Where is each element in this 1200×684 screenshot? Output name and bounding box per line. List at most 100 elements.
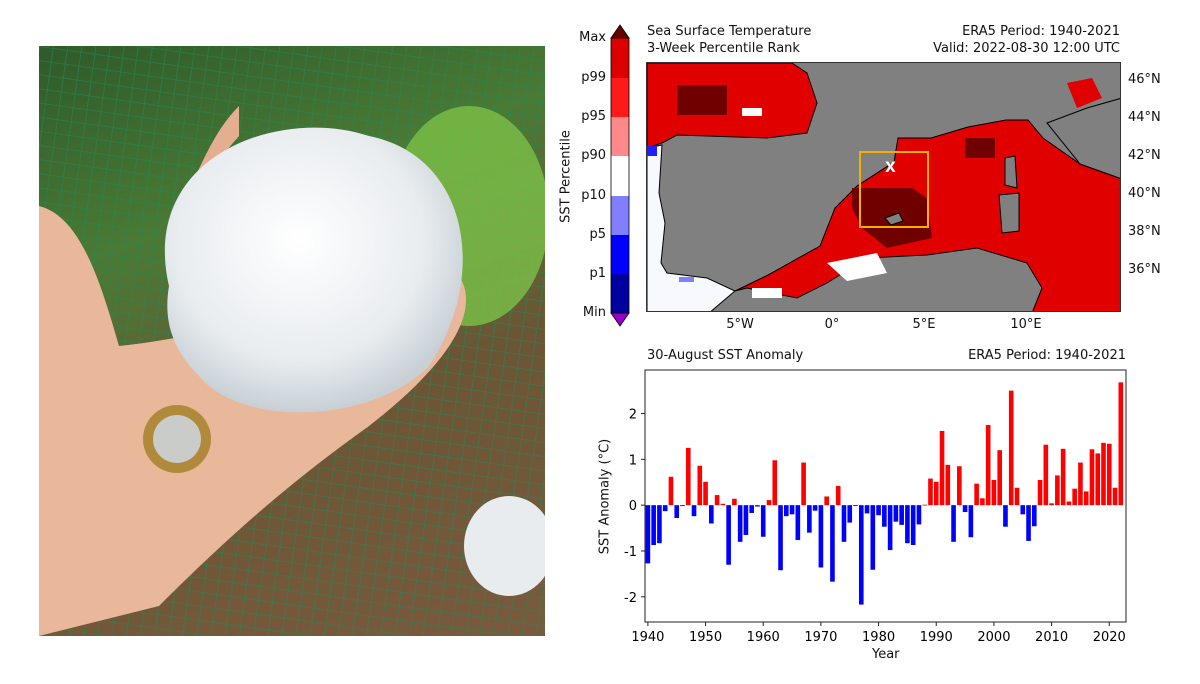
bar-2000: [991, 479, 997, 506]
bar-2022: [1118, 382, 1124, 506]
bar-1980: [876, 505, 881, 516]
bar-1958: [749, 505, 755, 513]
hailstone-photo: [39, 46, 545, 636]
bar-1961: [766, 500, 772, 506]
bar-1963: [778, 505, 783, 571]
bar-1943: [662, 505, 668, 512]
bar-1972: [830, 505, 835, 582]
map-valid-time: Valid: 2022-08-30 12:00 UTC: [933, 41, 1120, 56]
sardinia: [998, 192, 1020, 234]
bar-1940: [645, 505, 651, 564]
bar-1975: [847, 505, 853, 523]
bar-1986: [910, 505, 916, 546]
colorbar-tick-label: p99: [581, 70, 606, 85]
colorbar-tick-label: p95: [581, 109, 606, 124]
bar-2001: [997, 450, 1003, 506]
balearic-islands: [884, 212, 904, 226]
bar-1967: [801, 462, 806, 506]
bar-1941: [651, 505, 656, 546]
bar-1987: [916, 505, 922, 525]
bar-1946: [680, 505, 685, 507]
bar-2004: [1014, 487, 1020, 506]
bar-2020: [1106, 443, 1112, 506]
bar-1970: [818, 505, 824, 568]
bar-1997: [974, 483, 979, 506]
bar-1957: [743, 505, 749, 535]
bar-1949: [697, 465, 703, 506]
lat-tick-label: 36°N: [1128, 262, 1161, 277]
bar-1948: [691, 505, 697, 517]
x-tick-label: 1970: [804, 630, 837, 645]
x-tick-label: 1990: [920, 630, 953, 645]
bar-1971: [824, 496, 829, 506]
bar-2021: [1112, 487, 1118, 506]
bar-2008: [1037, 479, 1043, 506]
bar-1999: [985, 424, 991, 506]
plot-frame: [644, 369, 1127, 623]
x-tick-label: 2020: [1093, 630, 1126, 645]
x-tick-label: 1960: [747, 630, 780, 645]
lon-tick-label: 5°E: [912, 317, 936, 332]
bar-1995: [962, 505, 968, 513]
bar-1996: [968, 505, 974, 538]
italy: [1046, 98, 1120, 179]
bar-1956: [737, 505, 743, 542]
x-tick-label: 1980: [862, 630, 895, 645]
map-title-line1: Sea Surface Temperature: [647, 24, 812, 39]
bar-2019: [1101, 442, 1106, 506]
bar-1993: [951, 505, 956, 542]
bay-of-biscay: [647, 63, 818, 149]
bar-1966: [795, 505, 801, 540]
bar-1947: [685, 447, 691, 506]
bar-1954: [726, 505, 731, 565]
bar-2014: [1072, 488, 1077, 506]
lat-tick-label: 44°N: [1128, 110, 1161, 125]
bar-1994: [957, 466, 962, 506]
bar-2017: [1089, 449, 1095, 506]
x-axis-label: Year: [872, 647, 900, 662]
x-tick-label: 2010: [1035, 630, 1068, 645]
sst-map: X: [646, 62, 1121, 312]
bar-1998: [980, 498, 985, 506]
bar-1944: [668, 476, 674, 506]
map-title-line2: 3-Week Percentile Rank: [647, 41, 800, 56]
bar-2007: [1031, 505, 1037, 527]
x-tick-label: 1950: [689, 630, 722, 645]
location-marker: X: [885, 160, 896, 176]
lon-tick-label: 0°: [824, 317, 840, 332]
bar-1951: [709, 505, 714, 524]
photo-illustration: [39, 46, 545, 636]
colorbar-tick-label: p10: [581, 188, 606, 203]
bar-2018: [1095, 453, 1101, 506]
bar-1955: [732, 498, 737, 506]
colorbar-tick-label: Min: [582, 305, 606, 320]
colorbar: [610, 24, 630, 327]
bar-1952: [714, 495, 720, 506]
lat-tick-label: 46°N: [1128, 72, 1161, 87]
bar-1981: [882, 505, 887, 527]
bar-2009: [1043, 444, 1049, 506]
lon-tick-label: 10°E: [1010, 317, 1042, 332]
bar-1988: [922, 504, 928, 506]
bar-1976: [853, 505, 858, 507]
bar-1945: [674, 505, 680, 518]
bar-1953: [720, 503, 726, 506]
lat-tick-label: 38°N: [1128, 224, 1161, 239]
bar-1942: [657, 505, 662, 544]
study-area-box: [859, 151, 929, 228]
bar-1985: [905, 505, 910, 544]
y-tick-label: 1: [629, 453, 637, 468]
bar-2012: [1060, 448, 1066, 506]
bar-1991: [939, 430, 945, 506]
lon-tick-label: 5°W: [726, 317, 754, 332]
bar-1989: [928, 478, 933, 506]
x-tick-label: 1940: [631, 630, 664, 645]
x-tick-label: 2000: [977, 630, 1010, 645]
colorbar-tick-label: p5: [589, 227, 606, 242]
corsica: [1004, 155, 1018, 189]
bar-2016: [1083, 491, 1089, 506]
bar-2013: [1066, 501, 1072, 506]
bar-1982: [887, 505, 893, 551]
y-tick-label: -1: [624, 545, 637, 560]
bar-1990: [933, 481, 939, 506]
